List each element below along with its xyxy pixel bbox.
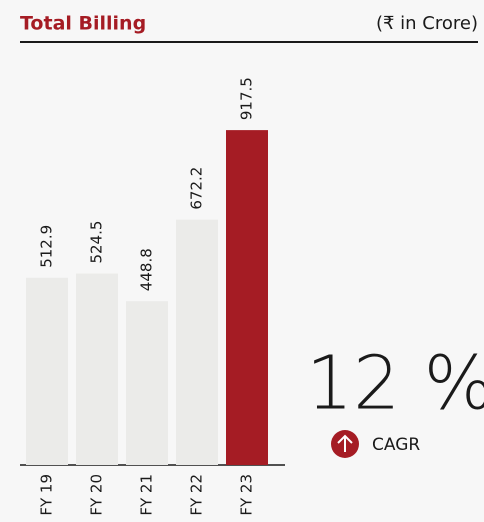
chart-subtitle: (₹ in Crore) xyxy=(376,13,478,34)
bar xyxy=(126,301,168,465)
value-label: 672.2 xyxy=(188,167,206,210)
chart-title: Total Billing xyxy=(20,13,146,35)
bar xyxy=(176,219,218,465)
x-tick-label: FY 19 xyxy=(38,474,56,516)
x-tick-label: FY 22 xyxy=(188,474,206,516)
bar xyxy=(76,273,118,465)
x-tick-label: FY 23 xyxy=(238,474,256,516)
cagr-label: CAGR xyxy=(372,435,420,455)
value-label: 448.8 xyxy=(138,248,156,291)
x-tick-label: FY 20 xyxy=(88,474,106,516)
cagr-value: 12 % xyxy=(306,341,484,427)
bar xyxy=(26,277,68,465)
value-label: 512.9 xyxy=(38,225,56,268)
up-arrow xyxy=(337,434,353,452)
value-label: 524.5 xyxy=(88,221,106,264)
bar xyxy=(226,130,268,466)
value-label: 917.5 xyxy=(238,77,256,120)
x-tick-label: FY 21 xyxy=(138,474,156,516)
